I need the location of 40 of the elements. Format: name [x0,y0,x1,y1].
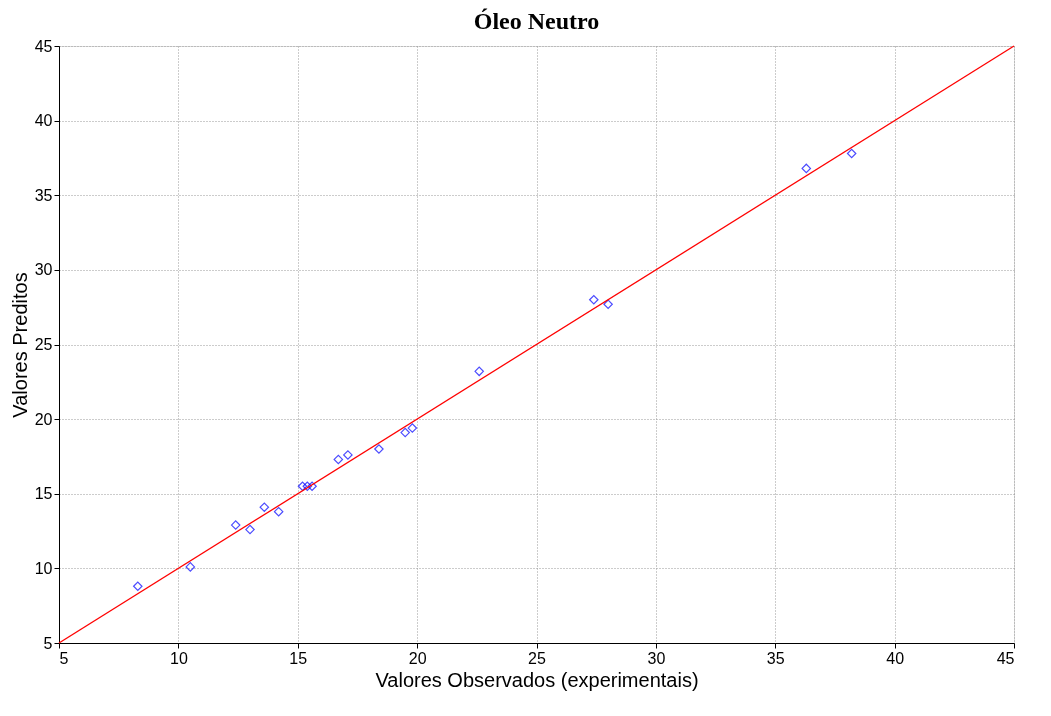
y-tick-label: 15 [34,485,53,503]
x-tick-label: 30 [647,649,666,667]
x-tick-label: 15 [289,649,308,667]
point [400,427,410,438]
point [302,481,313,492]
y-tick-label: 10 [34,559,53,577]
point [603,299,613,309]
point [307,481,317,492]
y-tick-label: 5 [43,634,53,652]
x-tick-label: 25 [528,649,546,667]
y-tick-label: 20 [34,410,53,428]
y-axis-title: Valores Preditos [8,272,31,418]
point [273,506,284,517]
point [474,366,484,377]
x-tick-label: 20 [408,649,427,667]
point [185,562,196,572]
chart-title: Óleo Neutro [473,8,600,34]
point [230,520,241,530]
point [333,454,344,465]
point [589,294,599,305]
x-tick-label: 35 [766,649,785,667]
x-tick-label: 5 [59,649,69,667]
x-tick-label: 10 [169,649,188,667]
y-tick-label: 30 [34,261,53,279]
y-tick-label: 45 [34,37,53,55]
point [846,148,857,159]
y-tick-label: 40 [34,112,53,130]
y-tick-label: 35 [34,186,53,204]
point [133,581,143,592]
point [374,444,384,454]
point [259,502,270,512]
y-tick-label: 25 [34,336,53,353]
point [245,524,255,535]
point [801,163,812,174]
point [297,481,308,492]
x-tick-label: 45 [996,649,1015,667]
x-tick-label: 40 [886,649,905,667]
point [343,450,353,460]
point [407,423,418,433]
x-axis-title: Valores Observados (experimentais) [375,668,699,691]
